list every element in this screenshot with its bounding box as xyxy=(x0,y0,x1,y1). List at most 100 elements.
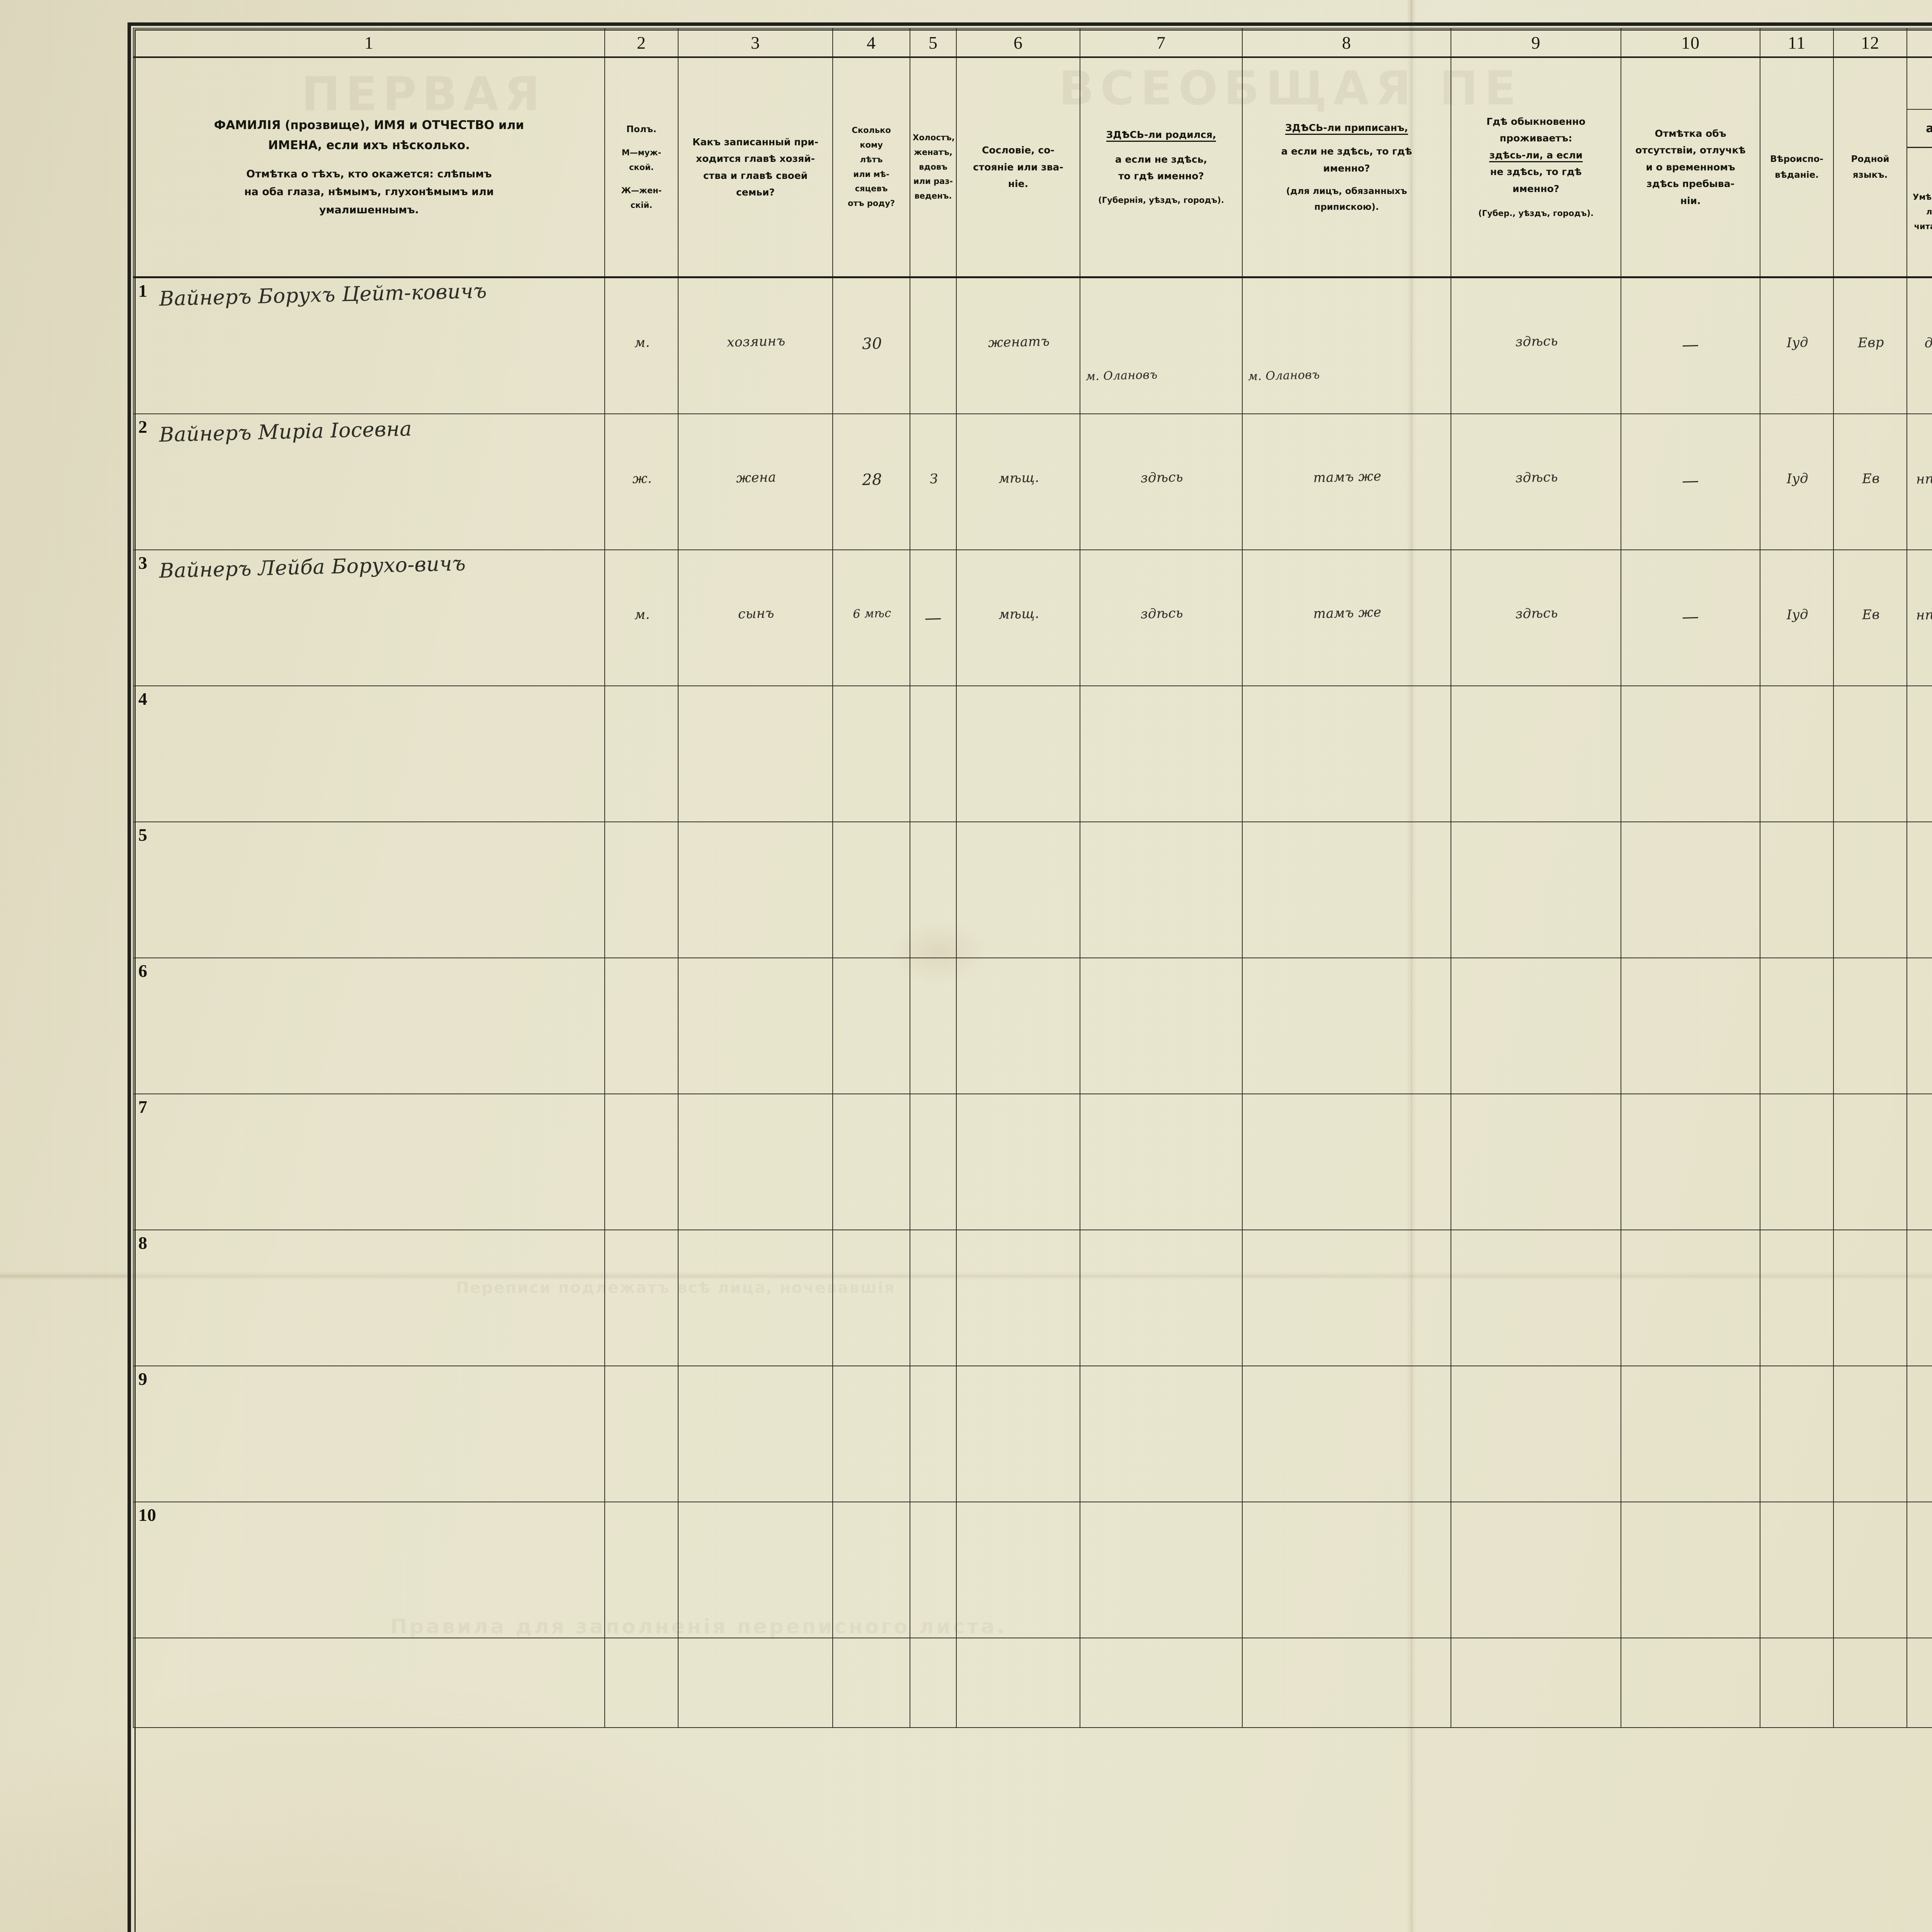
cell-religion[interactable] xyxy=(1760,685,1834,822)
cell-residence[interactable] xyxy=(1451,821,1621,958)
cell-sex[interactable]: м. xyxy=(604,277,679,414)
cell-registration[interactable] xyxy=(1242,957,1451,1094)
cell-absence[interactable] xyxy=(1621,821,1760,958)
cell-registration[interactable]: тамъ же xyxy=(1242,413,1451,550)
cell-relation[interactable] xyxy=(678,821,833,958)
cell-name[interactable]: 7 xyxy=(133,1094,605,1230)
table-row[interactable]: 812 xyxy=(133,1230,1932,1366)
cell-birthplace[interactable] xyxy=(1080,1230,1243,1366)
cell-name[interactable]: 6 xyxy=(133,957,605,1094)
cell-estate[interactable] xyxy=(956,957,1080,1094)
cell-birthplace[interactable]: здѣсь xyxy=(1080,549,1243,686)
cell-absence[interactable] xyxy=(1621,1502,1760,1638)
cell-birthplace[interactable] xyxy=(1080,1502,1243,1638)
cell-estate[interactable]: женатъ xyxy=(956,277,1080,414)
cell-religion[interactable] xyxy=(1760,1094,1834,1230)
table-row[interactable]: 512 xyxy=(133,821,1932,958)
cell-sex[interactable] xyxy=(604,1366,679,1502)
cell-birthplace[interactable] xyxy=(1080,821,1243,958)
cell-religion[interactable]: Iуд xyxy=(1760,549,1834,686)
cell-registration[interactable] xyxy=(1242,821,1451,958)
cell-name[interactable]: 3 Вайнеръ Лейба Борухо-вичъ xyxy=(133,549,605,686)
cell-absence[interactable]: — xyxy=(1621,277,1760,414)
cell-registration[interactable] xyxy=(1242,685,1451,822)
cell-sex[interactable] xyxy=(604,1094,679,1230)
cell-marital-code[interactable] xyxy=(910,1502,957,1638)
cell-literacy-a[interactable]: нѣт xyxy=(1906,413,1932,550)
cell-literacy-a[interactable] xyxy=(1906,821,1932,958)
cell-relation[interactable] xyxy=(678,1366,833,1502)
cell-name[interactable]: 8 xyxy=(133,1230,605,1366)
cell-religion[interactable] xyxy=(1760,1230,1834,1366)
cell-estate[interactable]: мѣщ. xyxy=(956,549,1080,686)
cell-residence[interactable]: здѣсь xyxy=(1451,413,1621,550)
cell-language[interactable]: Ев xyxy=(1833,549,1907,686)
cell-birthplace[interactable]: здѣсь xyxy=(1080,413,1243,550)
cell-language[interactable]: Евр xyxy=(1833,277,1907,414)
cell-religion[interactable] xyxy=(1760,957,1834,1094)
cell-residence[interactable]: здѣсь xyxy=(1451,277,1621,414)
cell-literacy-a[interactable] xyxy=(1906,685,1932,822)
cell-estate[interactable] xyxy=(956,821,1080,958)
cell-estate[interactable] xyxy=(956,1230,1080,1366)
cell-language[interactable] xyxy=(1833,1502,1907,1638)
table-row[interactable]: 3 Вайнеръ Лейба Борухо-вичъ м. сынъ 6 мѣ… xyxy=(133,549,1932,686)
table-row[interactable]: 2 Вайнеръ Мирiа Iосевна ж. жена 28 З мѣщ… xyxy=(133,413,1932,550)
cell-age[interactable] xyxy=(832,957,910,1094)
cell-registration[interactable] xyxy=(1242,1094,1451,1230)
cell-residence[interactable]: здѣсь xyxy=(1451,549,1621,686)
cell-language[interactable] xyxy=(1833,957,1907,1094)
cell-relation[interactable] xyxy=(678,685,833,822)
table-row[interactable]: 912 xyxy=(133,1366,1932,1502)
cell-absence[interactable] xyxy=(1621,685,1760,822)
cell-name[interactable]: 1 Вайнеръ Борухъ Цейт-ковичъ xyxy=(133,277,605,414)
cell-absence[interactable] xyxy=(1621,1366,1760,1502)
cell-sex[interactable]: м. xyxy=(604,549,679,686)
cell-name[interactable]: 9 xyxy=(133,1366,605,1502)
cell-age[interactable] xyxy=(832,685,910,822)
cell-marital-code[interactable] xyxy=(910,685,957,822)
cell-age[interactable] xyxy=(832,1230,910,1366)
cell-absence[interactable]: — xyxy=(1621,413,1760,550)
cell-birthplace[interactable] xyxy=(1080,1094,1243,1230)
cell-age[interactable] xyxy=(832,1366,910,1502)
cell-age[interactable] xyxy=(832,821,910,958)
cell-literacy-a[interactable] xyxy=(1906,1094,1932,1230)
cell-absence[interactable] xyxy=(1621,957,1760,1094)
cell-name[interactable]: 2 Вайнеръ Мирiа Iосевна xyxy=(133,413,605,550)
cell-estate[interactable] xyxy=(956,1502,1080,1638)
cell-age[interactable]: 30 xyxy=(832,277,910,414)
cell-estate[interactable]: мѣщ. xyxy=(956,413,1080,550)
table-row[interactable]: 612 xyxy=(133,957,1932,1094)
cell-literacy-a[interactable]: да xyxy=(1906,277,1932,414)
cell-religion[interactable] xyxy=(1760,1502,1834,1638)
cell-marital-code[interactable] xyxy=(910,1094,957,1230)
table-row[interactable]: 712 xyxy=(133,1094,1932,1230)
cell-residence[interactable] xyxy=(1451,1502,1621,1638)
cell-sex[interactable] xyxy=(604,1230,679,1366)
cell-literacy-a[interactable] xyxy=(1906,1230,1932,1366)
cell-language[interactable] xyxy=(1833,1366,1907,1502)
cell-estate[interactable] xyxy=(956,1366,1080,1502)
cell-name[interactable]: 10 xyxy=(133,1502,605,1638)
cell-language[interactable] xyxy=(1833,1094,1907,1230)
cell-language[interactable] xyxy=(1833,1230,1907,1366)
cell-registration[interactable] xyxy=(1242,1230,1451,1366)
cell-relation[interactable]: сынъ xyxy=(678,549,833,686)
cell-literacy-a[interactable] xyxy=(1906,957,1932,1094)
cell-registration[interactable] xyxy=(1242,1502,1451,1638)
cell-literacy-a[interactable]: нѣт xyxy=(1906,549,1932,686)
cell-religion[interactable] xyxy=(1760,1366,1834,1502)
cell-residence[interactable] xyxy=(1451,1366,1621,1502)
cell-sex[interactable] xyxy=(604,957,679,1094)
cell-literacy-a[interactable] xyxy=(1906,1502,1932,1638)
cell-age[interactable]: 28 xyxy=(832,413,910,550)
cell-marital-code[interactable]: — xyxy=(910,549,957,686)
cell-relation[interactable] xyxy=(678,1502,833,1638)
cell-residence[interactable] xyxy=(1451,685,1621,822)
cell-language[interactable] xyxy=(1833,685,1907,822)
cell-registration[interactable] xyxy=(1242,1366,1451,1502)
cell-sex[interactable] xyxy=(604,685,679,822)
cell-birthplace[interactable] xyxy=(1080,957,1243,1094)
cell-absence[interactable]: — xyxy=(1621,549,1760,686)
